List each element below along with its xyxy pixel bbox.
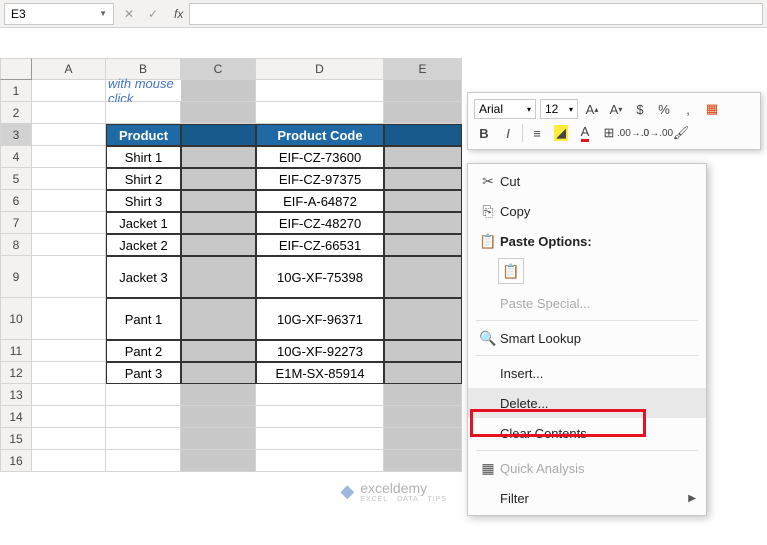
col-header-d[interactable]: D	[256, 58, 384, 80]
accounting-format-icon[interactable]: $	[630, 99, 650, 119]
increase-decimal-icon[interactable]: .0→.00	[647, 123, 667, 143]
font-size-selector[interactable]: 12▾	[540, 99, 578, 119]
watermark-brand: exceldemy	[360, 480, 447, 496]
menu-clear-contents[interactable]: Clear Contents	[468, 418, 706, 448]
watermark: ◆ exceldemy EXCEL · DATA · TIPS	[340, 480, 447, 503]
fill-color-icon[interactable]: ◢	[551, 123, 571, 143]
formula-bar-row: E3 ▼ ✕ ✓ fx	[0, 0, 767, 28]
watermark-tag: EXCEL · DATA · TIPS	[360, 496, 447, 503]
cut-icon: ✂	[476, 173, 500, 190]
name-box[interactable]: E3 ▼	[4, 3, 114, 25]
italic-button[interactable]: I	[498, 123, 518, 143]
menu-paste-options: 📋Paste Options:	[468, 226, 706, 256]
bold-button[interactable]: B	[474, 123, 494, 143]
menu-filter[interactable]: Filter▶	[468, 483, 706, 513]
menu-quick-analysis: ▦Quick Analysis	[468, 453, 706, 483]
percent-format-icon[interactable]: %	[654, 99, 674, 119]
increase-font-icon[interactable]: A▴	[582, 99, 602, 119]
format-painter-icon[interactable]: 🖌	[671, 123, 691, 143]
col-header-c[interactable]: C	[181, 58, 256, 80]
menu-cut[interactable]: ✂Cut	[468, 166, 706, 196]
cancel-icon[interactable]: ✕	[120, 7, 138, 21]
paste-icon: 📋	[476, 233, 500, 250]
context-menu: ✂Cut ⎘Copy 📋Paste Options: 📋 Paste Speci…	[467, 163, 707, 516]
smart-lookup-icon: 🔍	[476, 330, 500, 347]
align-icon[interactable]: ≡	[527, 123, 547, 143]
col-header-e[interactable]: E	[384, 58, 462, 80]
chevron-right-icon: ▶	[688, 493, 696, 504]
quick-analysis-icon: ▦	[476, 460, 500, 477]
row-header[interactable]: 2	[0, 102, 32, 124]
col-header-a[interactable]: A	[32, 58, 106, 80]
select-all-corner[interactable]	[0, 58, 32, 80]
th-product[interactable]: Product	[106, 124, 181, 146]
th-code[interactable]: Product Code	[256, 124, 384, 146]
logo-icon: ◆	[340, 481, 354, 502]
menu-paste-special: Paste Special...	[468, 288, 706, 318]
font-selector[interactable]: Arial▾	[474, 99, 536, 119]
decrease-font-icon[interactable]: A▾	[606, 99, 626, 119]
confirm-icon[interactable]: ✓	[144, 7, 162, 21]
row-header[interactable]: 3	[0, 124, 32, 146]
menu-delete[interactable]: Delete...	[468, 388, 706, 418]
menu-copy[interactable]: ⎘Copy	[468, 196, 706, 226]
mini-toolbar: Arial▾ 12▾ A▴ A▾ $ % , ▦ B I ≡ ◢ A ⊞ .00…	[467, 92, 761, 150]
comma-format-icon[interactable]: ,	[678, 99, 698, 119]
note-cell[interactable]: with mouse click	[106, 80, 181, 102]
fx-icon[interactable]: fx	[174, 7, 183, 21]
name-box-value: E3	[11, 7, 26, 21]
chevron-down-icon: ▼	[99, 9, 107, 18]
format-cells-icon[interactable]: ▦	[702, 99, 722, 119]
font-color-icon[interactable]: A	[575, 123, 595, 143]
paste-option-button[interactable]: 📋	[498, 258, 524, 284]
row-header[interactable]: 1	[0, 80, 32, 102]
menu-smart-lookup[interactable]: 🔍Smart Lookup	[468, 323, 706, 353]
menu-insert[interactable]: Insert...	[468, 358, 706, 388]
copy-icon: ⎘	[476, 203, 500, 220]
formula-bar[interactable]	[189, 3, 763, 25]
